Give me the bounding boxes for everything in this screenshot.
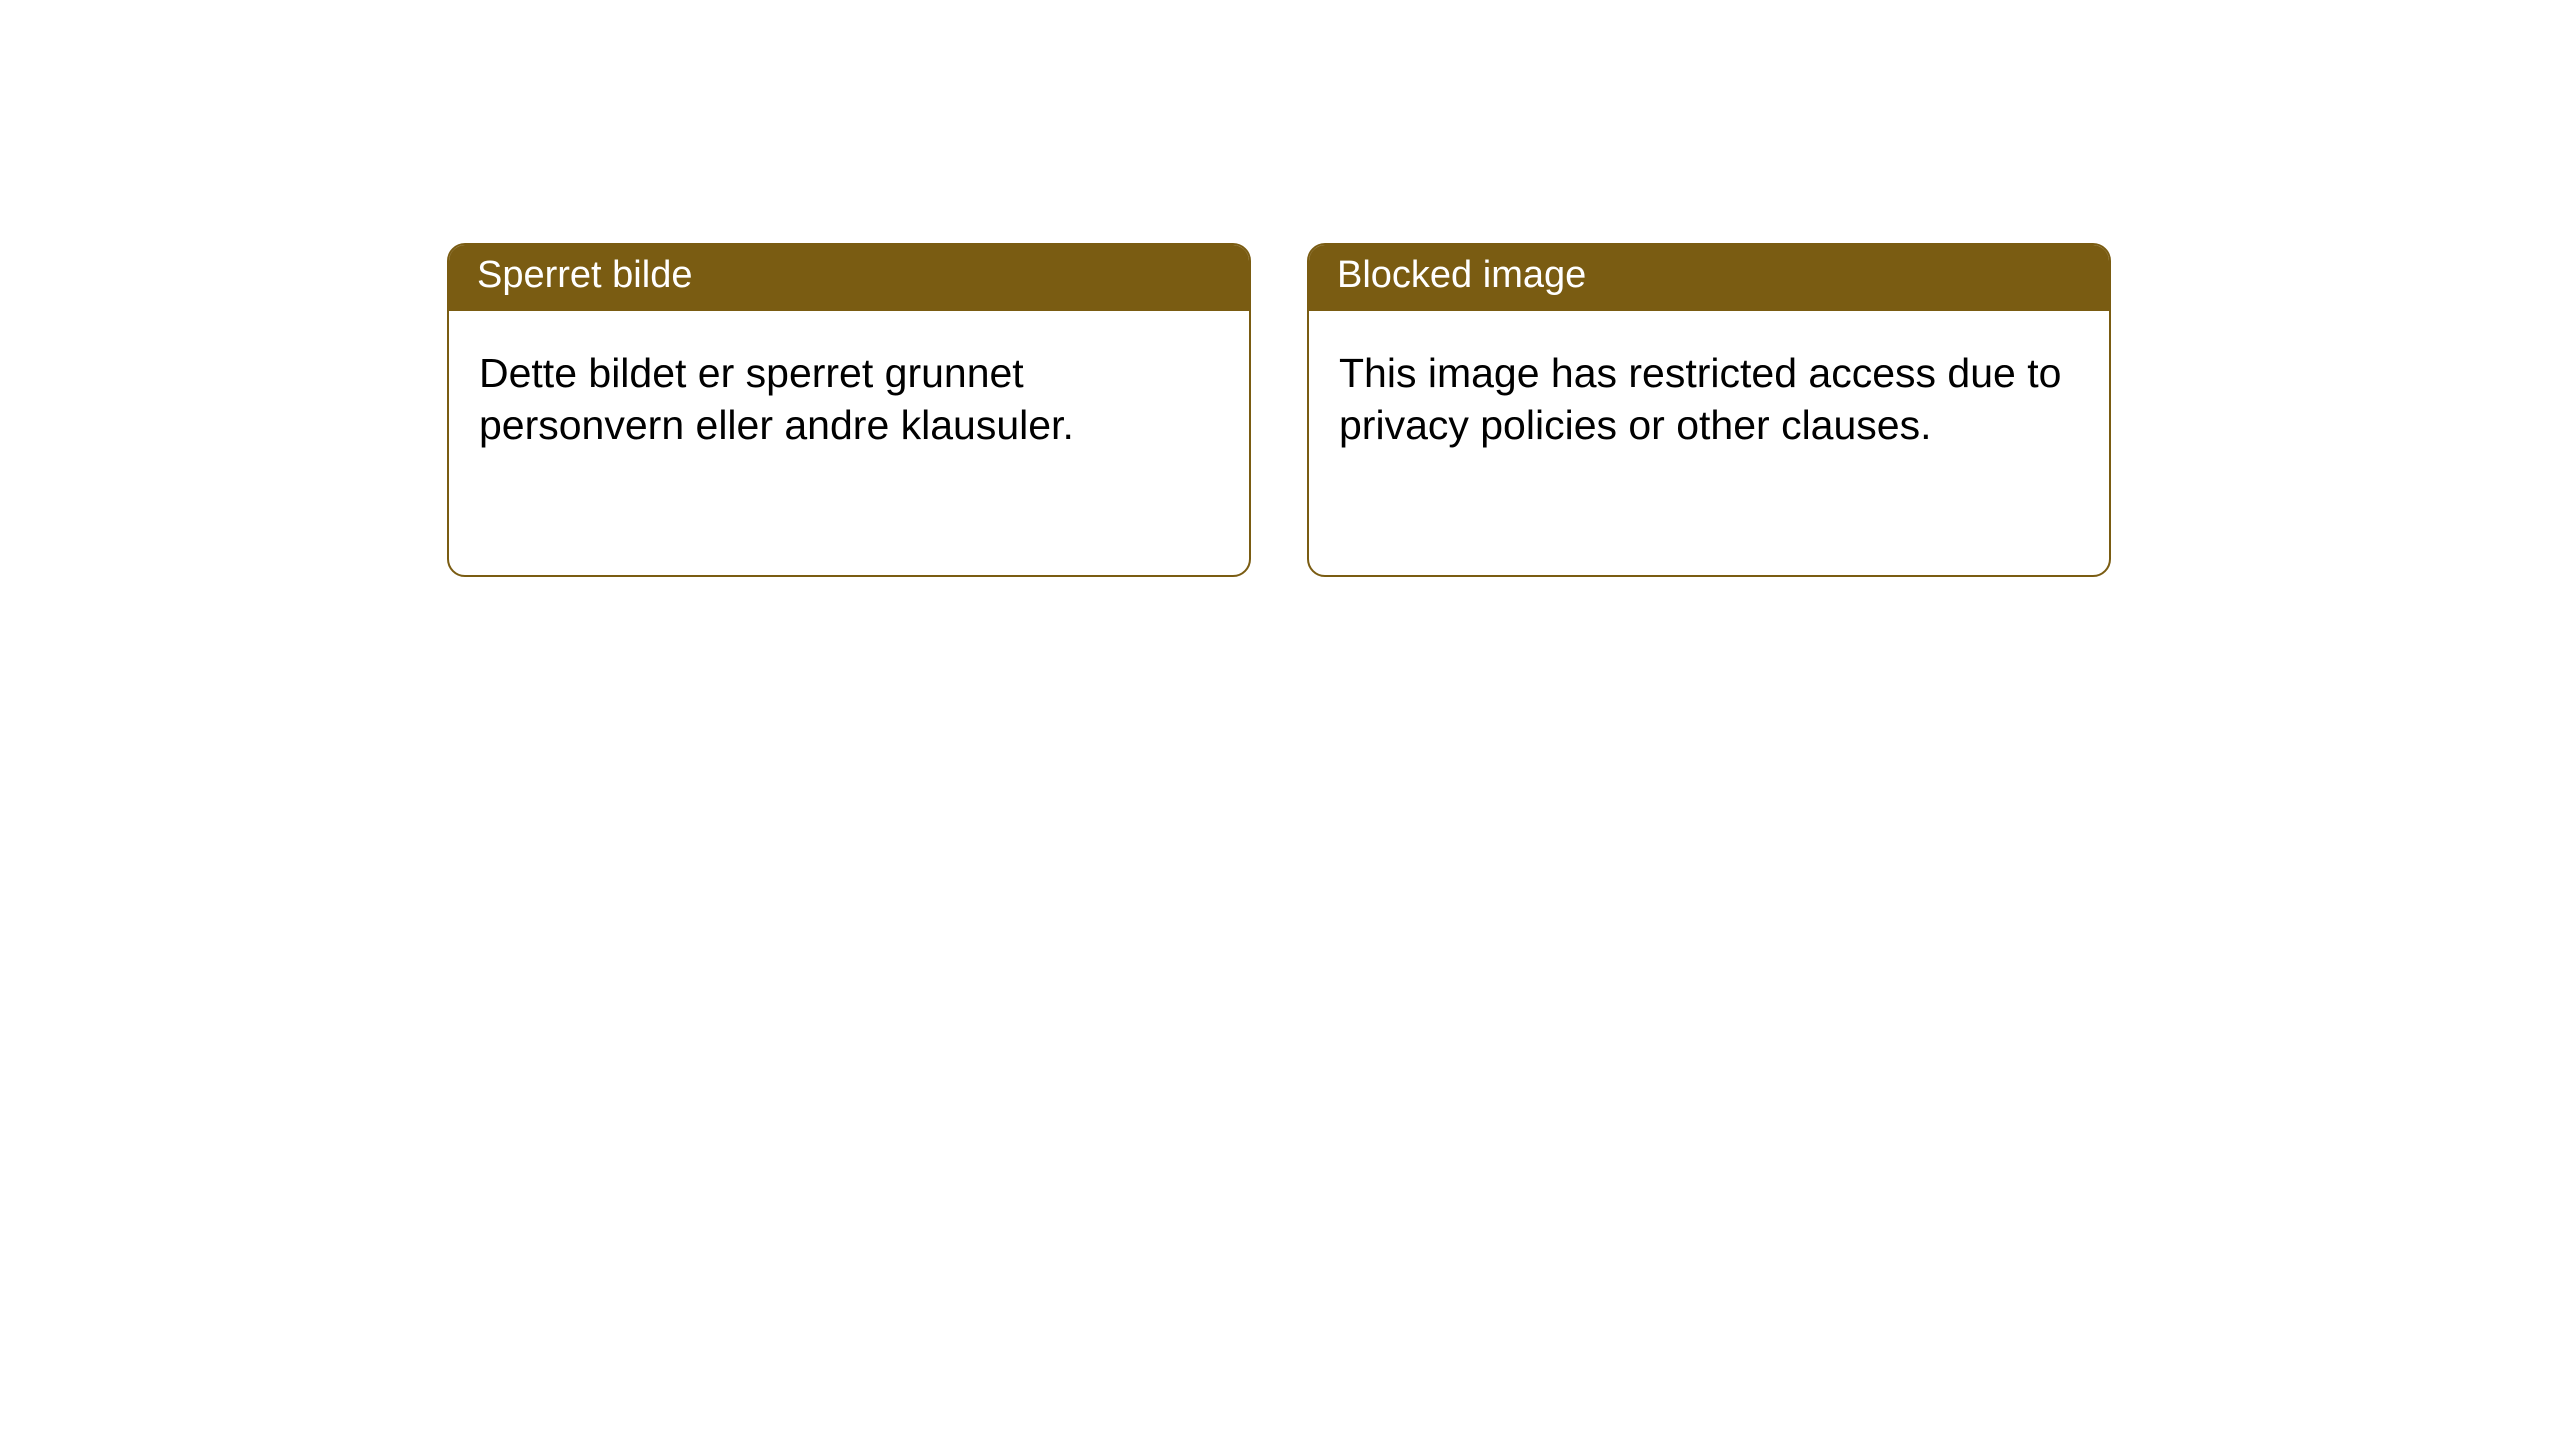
notice-container: Sperret bilde Dette bildet er sperret gr… <box>0 0 2560 577</box>
notice-card-english: Blocked image This image has restricted … <box>1307 243 2111 577</box>
notice-body: This image has restricted access due to … <box>1309 311 2109 482</box>
notice-card-norwegian: Sperret bilde Dette bildet er sperret gr… <box>447 243 1251 577</box>
notice-header: Blocked image <box>1309 245 2109 311</box>
notice-header: Sperret bilde <box>449 245 1249 311</box>
notice-body: Dette bildet er sperret grunnet personve… <box>449 311 1249 482</box>
